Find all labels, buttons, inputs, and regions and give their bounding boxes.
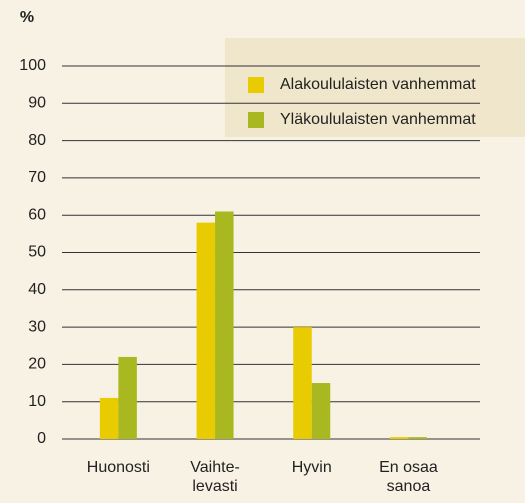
legend-swatch xyxy=(248,77,264,93)
y-tick-label: 50 xyxy=(28,244,46,261)
y-tick-label: 80 xyxy=(28,132,46,149)
bar xyxy=(389,437,409,439)
y-tick-label: 70 xyxy=(28,169,46,186)
bar xyxy=(311,383,331,439)
legend-label: Alakoululaisten vanhemmat xyxy=(280,76,476,93)
x-tick-label: Huonosti xyxy=(86,459,150,476)
legend-box xyxy=(225,38,525,137)
x-tick-label: En osaa sanoa xyxy=(379,459,438,495)
bar xyxy=(408,437,427,439)
bar xyxy=(196,222,216,439)
y-tick-label: 10 xyxy=(28,393,46,410)
bar xyxy=(215,211,234,439)
y-tick-label: 100 xyxy=(19,57,46,74)
bar xyxy=(118,356,137,439)
x-tick-label: Hyvin xyxy=(291,459,332,476)
bar xyxy=(99,397,119,439)
y-tick-label: 60 xyxy=(28,206,46,223)
y-tick-label: 20 xyxy=(28,356,46,373)
y-tick-label: 90 xyxy=(28,95,46,112)
y-tick-label: 40 xyxy=(28,281,46,298)
y-tick-label: 30 xyxy=(28,318,46,335)
bar xyxy=(293,327,312,439)
chart-title: % xyxy=(20,9,34,26)
legend-label: Yläkoululaisten vanhemmat xyxy=(280,111,476,128)
x-tick-label: Vaihte- levasti xyxy=(190,459,240,495)
legend-swatch xyxy=(248,112,264,128)
y-tick-label: 0 xyxy=(37,430,46,447)
